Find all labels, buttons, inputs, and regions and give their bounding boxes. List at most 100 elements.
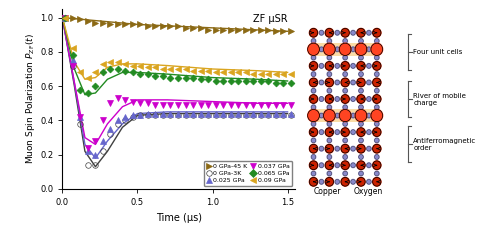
Circle shape xyxy=(325,161,334,170)
Circle shape xyxy=(319,97,324,101)
Circle shape xyxy=(372,78,381,87)
Circle shape xyxy=(374,105,379,110)
Circle shape xyxy=(312,105,316,110)
Circle shape xyxy=(374,122,379,126)
Circle shape xyxy=(319,30,324,35)
Circle shape xyxy=(351,30,355,35)
Circle shape xyxy=(325,28,334,37)
Circle shape xyxy=(341,62,349,70)
Circle shape xyxy=(319,130,324,135)
Circle shape xyxy=(335,163,339,168)
Circle shape xyxy=(351,47,355,52)
Circle shape xyxy=(324,43,335,55)
Text: Four unit cells: Four unit cells xyxy=(413,49,463,55)
Circle shape xyxy=(372,95,381,103)
Circle shape xyxy=(343,88,348,93)
Circle shape xyxy=(308,109,319,122)
Circle shape xyxy=(343,72,348,77)
Circle shape xyxy=(367,180,371,184)
Circle shape xyxy=(351,113,355,118)
Circle shape xyxy=(372,28,381,37)
Text: Copper: Copper xyxy=(313,187,341,196)
Circle shape xyxy=(343,55,348,60)
Circle shape xyxy=(310,62,318,70)
Circle shape xyxy=(357,144,365,153)
Circle shape xyxy=(339,43,351,55)
Circle shape xyxy=(343,122,348,126)
Circle shape xyxy=(335,63,339,68)
Circle shape xyxy=(374,72,379,77)
Circle shape xyxy=(351,163,355,168)
Circle shape xyxy=(374,39,379,43)
Circle shape xyxy=(359,155,363,159)
Circle shape xyxy=(325,144,334,153)
Circle shape xyxy=(319,146,324,151)
Circle shape xyxy=(367,97,371,101)
Circle shape xyxy=(351,97,355,101)
Bar xyxy=(310,109,380,122)
Circle shape xyxy=(367,163,371,168)
Circle shape xyxy=(312,122,316,126)
Circle shape xyxy=(371,43,383,55)
Circle shape xyxy=(325,95,334,103)
Circle shape xyxy=(327,122,332,126)
X-axis label: Time (μs): Time (μs) xyxy=(156,213,202,223)
Circle shape xyxy=(359,39,363,43)
Circle shape xyxy=(327,55,332,60)
Bar xyxy=(310,43,380,56)
Circle shape xyxy=(319,47,324,52)
Circle shape xyxy=(359,55,363,60)
Circle shape xyxy=(319,113,324,118)
Circle shape xyxy=(310,161,318,170)
Circle shape xyxy=(310,95,318,103)
Circle shape xyxy=(335,80,339,85)
Circle shape xyxy=(312,171,316,176)
Text: ZF μSR: ZF μSR xyxy=(253,14,288,24)
Circle shape xyxy=(319,180,324,184)
Circle shape xyxy=(367,63,371,68)
Circle shape xyxy=(367,30,371,35)
Circle shape xyxy=(367,80,371,85)
Circle shape xyxy=(355,109,367,122)
Circle shape xyxy=(374,88,379,93)
Circle shape xyxy=(359,88,363,93)
Circle shape xyxy=(374,55,379,60)
Circle shape xyxy=(357,78,365,87)
Circle shape xyxy=(343,171,348,176)
Circle shape xyxy=(335,30,339,35)
Circle shape xyxy=(341,28,349,37)
Circle shape xyxy=(372,178,381,186)
Circle shape xyxy=(319,163,324,168)
Y-axis label: Muon Spin Polarization $P_{\mathrm{ZF}}(t)$: Muon Spin Polarization $P_{\mathrm{ZF}}(… xyxy=(24,34,37,164)
Circle shape xyxy=(310,144,318,153)
Circle shape xyxy=(374,171,379,176)
Circle shape xyxy=(367,47,371,52)
Circle shape xyxy=(312,88,316,93)
Circle shape xyxy=(325,62,334,70)
Circle shape xyxy=(335,47,339,52)
Circle shape xyxy=(327,171,332,176)
Circle shape xyxy=(310,178,318,186)
Circle shape xyxy=(310,128,318,136)
Circle shape xyxy=(372,144,381,153)
Circle shape xyxy=(312,39,316,43)
Circle shape xyxy=(351,80,355,85)
Circle shape xyxy=(351,63,355,68)
Circle shape xyxy=(308,43,319,55)
Circle shape xyxy=(341,178,349,186)
Circle shape xyxy=(357,128,365,136)
Circle shape xyxy=(343,105,348,110)
Text: Antiferromagnetic
order: Antiferromagnetic order xyxy=(413,137,477,151)
Circle shape xyxy=(327,88,332,93)
Circle shape xyxy=(319,63,324,68)
Circle shape xyxy=(343,155,348,159)
Circle shape xyxy=(359,105,363,110)
Circle shape xyxy=(355,43,367,55)
Circle shape xyxy=(359,122,363,126)
Circle shape xyxy=(372,161,381,170)
Circle shape xyxy=(310,28,318,37)
Circle shape xyxy=(357,62,365,70)
Circle shape xyxy=(327,72,332,77)
Circle shape xyxy=(325,178,334,186)
Circle shape xyxy=(327,39,332,43)
